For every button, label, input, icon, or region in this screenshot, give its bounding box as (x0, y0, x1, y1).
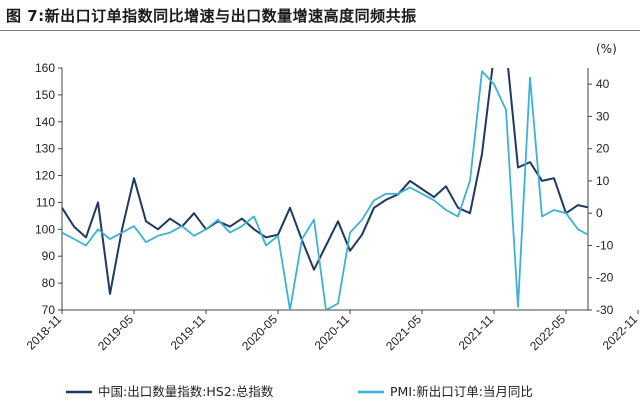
legend-label-1: 中国:出口数量指数:HS2:总指数 (98, 384, 274, 399)
left-tick-label: 100 (35, 222, 55, 236)
x-tick-label: 2022-05 (527, 312, 568, 353)
right-tick-label: -30 (596, 303, 614, 317)
x-tick-label: 2018-11 (24, 312, 65, 353)
left-tick-label: 110 (36, 195, 55, 209)
series-line-2 (62, 70, 588, 310)
left-tick-label: 150 (35, 88, 55, 102)
page-title: 图 7:新出口订单指数同比增速与出口数量增速高度同频共振 (6, 7, 417, 25)
right-axis-unit: (%) (596, 42, 617, 56)
chart-legend: 中国:出口数量指数:HS2:总指数 PMI:新出口订单:当月同比 (66, 384, 533, 399)
left-tick-label: 80 (42, 276, 56, 290)
right-tick-label: 10 (596, 174, 610, 188)
right-tick-label: 40 (596, 77, 610, 91)
right-tick-label: -20 (596, 271, 614, 285)
left-tick-label: 120 (35, 169, 55, 183)
left-tick-label: 130 (35, 142, 55, 156)
x-tick-label: 2020-05 (239, 312, 280, 353)
left-tick-label: 160 (35, 61, 55, 75)
x-tick-label: 2019-05 (95, 312, 136, 353)
x-tick-label: 2021-05 (383, 312, 424, 353)
left-tick-label: 70 (42, 303, 56, 317)
right-tick-label: 20 (596, 142, 610, 156)
left-tick-label: 140 (35, 115, 55, 129)
legend-label-2: PMI:新出口订单:当月同比 (390, 384, 533, 399)
x-tick-label: 2020-11 (312, 312, 353, 353)
x-tick-label: 2021-11 (456, 312, 497, 353)
x-tick-label: 2022-11 (600, 312, 640, 353)
series-line-1 (62, 68, 588, 295)
right-tick-label: 0 (596, 206, 603, 220)
right-tick-label: -10 (596, 238, 614, 252)
title-divider (0, 30, 640, 31)
x-tick-label: 2019-11 (168, 312, 209, 353)
chart-series-lines (62, 68, 588, 310)
right-tick-label: 30 (596, 109, 610, 123)
left-tick-label: 90 (42, 249, 56, 263)
